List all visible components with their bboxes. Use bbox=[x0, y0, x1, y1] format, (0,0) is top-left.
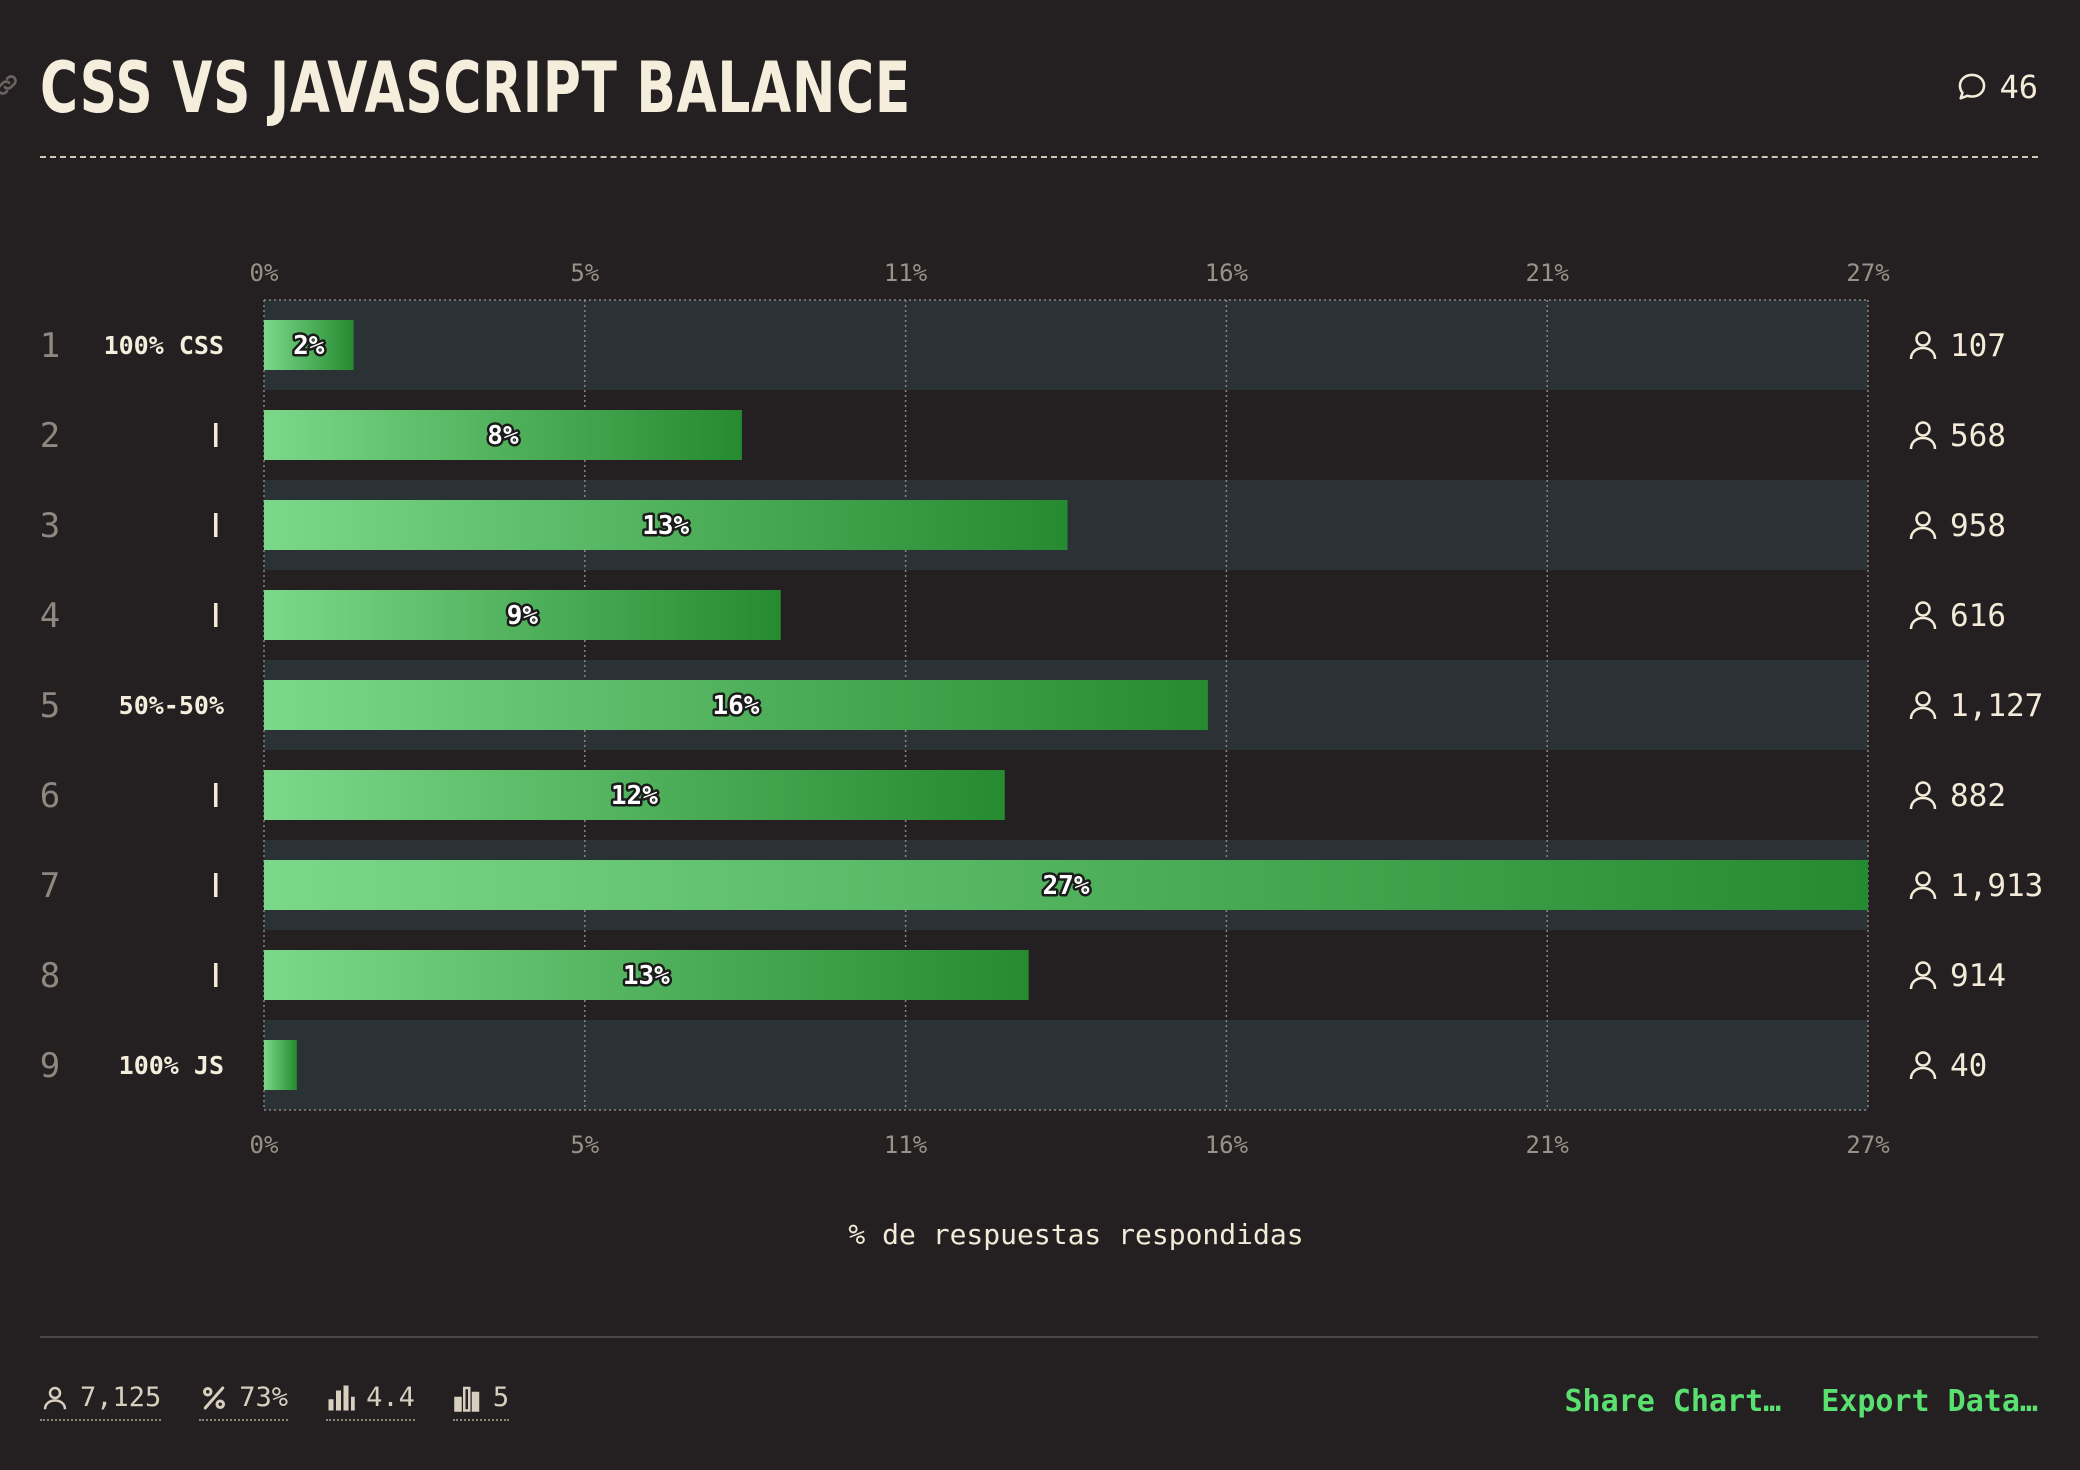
x-tick-label-top: 16% bbox=[1205, 259, 1249, 287]
row-count: 616 bbox=[1950, 598, 2006, 634]
export-data-button[interactable]: Export Data… bbox=[1821, 1384, 2038, 1419]
bar[interactable] bbox=[264, 1040, 297, 1090]
bar-value-label: 12% bbox=[611, 781, 658, 811]
row-count: 568 bbox=[1950, 418, 2006, 454]
user-icon bbox=[1909, 961, 1937, 990]
completion-value: 73% bbox=[239, 1382, 289, 1413]
percent-icon bbox=[203, 1386, 226, 1409]
median-stat[interactable]: 5 bbox=[452, 1382, 510, 1421]
share-chart-button[interactable]: Share Chart… bbox=[1564, 1384, 1782, 1419]
row-label: 100% CSS bbox=[104, 331, 224, 360]
bar[interactable] bbox=[264, 320, 354, 370]
average-value: 4.4 bbox=[366, 1382, 415, 1413]
row-index: 1 bbox=[40, 326, 60, 366]
x-tick-label-top: 27% bbox=[1846, 259, 1890, 287]
row-index: 7 bbox=[40, 866, 60, 906]
row-index: 9 bbox=[40, 1046, 60, 1086]
bar[interactable] bbox=[264, 500, 1068, 550]
x-tick-label-bottom: 5% bbox=[570, 1131, 599, 1159]
median-value: 5 bbox=[492, 1382, 510, 1413]
bar[interactable] bbox=[264, 680, 1208, 730]
row-tick-marker bbox=[214, 603, 218, 627]
row-index: 3 bbox=[40, 506, 60, 546]
row-count: 914 bbox=[1950, 958, 2006, 994]
comment-icon bbox=[1959, 73, 1986, 100]
comment-count: 46 bbox=[1999, 68, 2038, 106]
completion-stat[interactable]: 73% bbox=[199, 1382, 289, 1421]
row-tick-marker bbox=[214, 783, 218, 807]
x-tick-label-bottom: 0% bbox=[250, 1131, 279, 1159]
bar-value-label: 2% bbox=[293, 331, 325, 361]
row-count: 1,913 bbox=[1950, 868, 2043, 904]
row-tick-marker bbox=[214, 513, 218, 537]
x-tick-label-top: 5% bbox=[570, 259, 599, 287]
respondents-stat[interactable]: 7,125 bbox=[40, 1382, 162, 1421]
link-icon[interactable] bbox=[0, 72, 20, 98]
bar[interactable] bbox=[264, 860, 1868, 910]
user-icon bbox=[1909, 691, 1937, 720]
title-divider bbox=[40, 156, 2038, 158]
x-tick-label-bottom: 16% bbox=[1205, 1131, 1249, 1159]
user-icon bbox=[1909, 871, 1937, 900]
average-stat[interactable]: 4.4 bbox=[326, 1382, 415, 1421]
footer-actions: Share Chart… Export Data… bbox=[1565, 1384, 2039, 1419]
user-icon bbox=[1909, 781, 1937, 810]
row-label: 100% JS bbox=[119, 1051, 224, 1080]
user-icon bbox=[1909, 1051, 1937, 1080]
user-icon bbox=[1909, 331, 1937, 360]
row-stripe bbox=[264, 300, 1868, 390]
bar-value-label: 13% bbox=[623, 961, 670, 991]
x-tick-label-top: 11% bbox=[884, 259, 928, 287]
row-tick-marker bbox=[214, 423, 218, 447]
bar-value-label: 8% bbox=[487, 421, 519, 451]
bar[interactable] bbox=[264, 770, 1005, 820]
user-icon bbox=[1909, 601, 1937, 630]
x-axis-title: % de respuestas respondidas bbox=[848, 1218, 1304, 1251]
user-icon bbox=[1909, 421, 1937, 450]
row-count: 958 bbox=[1950, 508, 2006, 544]
chart-title: CSS VS JAVASCRIPT BALANCE bbox=[40, 47, 911, 129]
row-count: 882 bbox=[1950, 778, 2006, 814]
x-tick-label-top: 21% bbox=[1526, 259, 1570, 287]
x-tick-label-top: 0% bbox=[250, 259, 279, 287]
row-index: 5 bbox=[40, 686, 60, 726]
row-count: 1,127 bbox=[1950, 688, 2043, 724]
user-icon bbox=[43, 1386, 67, 1409]
row-tick-marker bbox=[214, 873, 218, 897]
footer-stats: 7,125 73% 4.4 5 bbox=[40, 1382, 510, 1421]
comments-button[interactable]: 46 bbox=[1955, 68, 2038, 106]
row-index: 2 bbox=[40, 416, 60, 456]
bar-value-label: 16% bbox=[712, 691, 759, 721]
user-icon bbox=[1909, 511, 1937, 540]
bar-value-label: 27% bbox=[1043, 871, 1090, 901]
row-count: 107 bbox=[1950, 328, 2006, 364]
footer-divider bbox=[40, 1336, 2038, 1338]
bar-value-label: 13% bbox=[642, 511, 689, 541]
x-tick-label-bottom: 21% bbox=[1526, 1131, 1570, 1159]
bar[interactable] bbox=[264, 950, 1029, 1000]
row-tick-marker bbox=[214, 963, 218, 987]
respondents-value: 7,125 bbox=[80, 1382, 162, 1413]
row-index: 8 bbox=[40, 956, 60, 996]
bar-chart: 0% 0% 5% 5% 11% 11% 16% 16% 21% 21% 27% 27% 1 100% CS… bbox=[40, 259, 2044, 1159]
bar-chart-outline-icon bbox=[454, 1386, 480, 1412]
bar-value-label: 9% bbox=[507, 601, 539, 631]
x-tick-label-bottom: 27% bbox=[1846, 1131, 1890, 1159]
row-label: 50%-50% bbox=[119, 691, 224, 720]
bar[interactable] bbox=[264, 410, 742, 460]
row-count: 40 bbox=[1950, 1048, 1987, 1084]
row-index: 4 bbox=[40, 596, 60, 636]
row-stripe bbox=[264, 1020, 1868, 1110]
x-tick-label-bottom: 11% bbox=[884, 1131, 928, 1159]
bar[interactable] bbox=[264, 590, 781, 640]
row-index: 6 bbox=[40, 776, 60, 816]
bar-chart-icon bbox=[328, 1385, 355, 1410]
